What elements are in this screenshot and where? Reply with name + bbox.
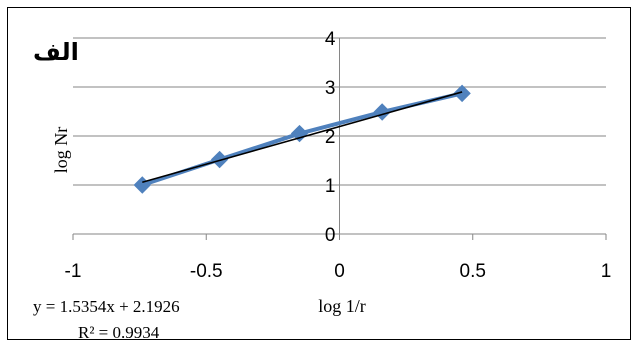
data-point-marker: [133, 176, 151, 194]
x-tick-label: -0.5: [190, 261, 223, 282]
data-point-marker: [290, 124, 309, 143]
axes: [72, 37, 607, 240]
trendline: [142, 91, 463, 184]
chart-frame: [7, 7, 631, 340]
x-tick-label: 1: [601, 261, 612, 282]
x-tick-label: 0.5: [460, 261, 486, 282]
data-point-marker: [373, 103, 391, 121]
trendline-equation: y = 1.5354x + 2.1926: [33, 297, 180, 316]
y-tick-label: 0: [325, 225, 336, 246]
data-series: [133, 84, 471, 194]
y-tick-label: 4: [325, 29, 336, 50]
x-axis-title: log 1/r: [318, 296, 366, 316]
x-tick-label: -1: [65, 261, 82, 282]
y-axis-title: log Nr: [51, 127, 71, 174]
y-tick-label: 1: [325, 176, 336, 197]
data-point-marker: [453, 84, 471, 103]
y-tick-label: 3: [325, 78, 336, 99]
x-tick-label: 0: [334, 261, 345, 282]
y-tick-labels: 0 1 2 3 4: [325, 29, 336, 246]
data-point-marker: [210, 150, 229, 169]
panel-label: الف: [33, 38, 79, 66]
x-tick-labels: -1 -0.5 0 0.5 1: [65, 261, 612, 282]
trendline-r-squared: R² = 0.9934: [78, 323, 160, 342]
y-tick-label: 2: [325, 127, 336, 148]
